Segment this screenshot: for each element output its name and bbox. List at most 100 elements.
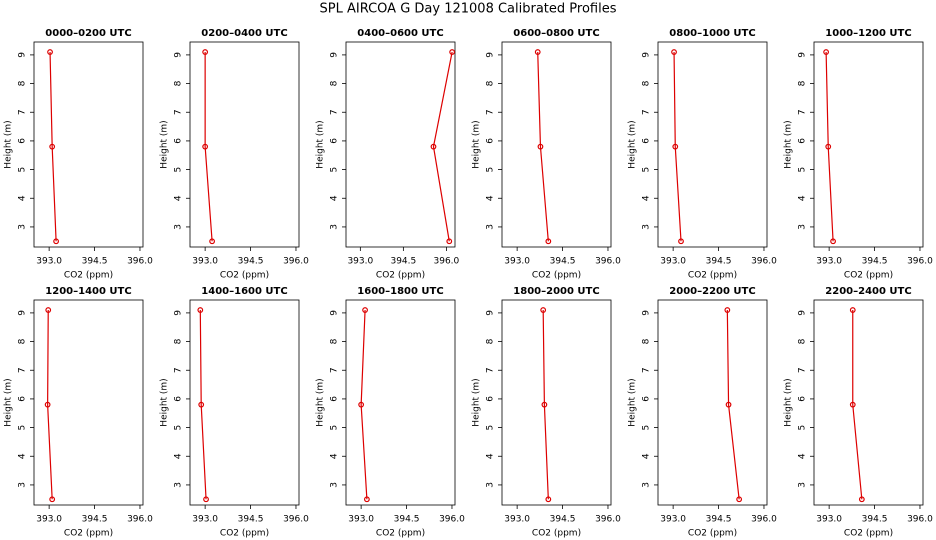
plot-frame (33, 41, 144, 248)
y-tick-label: 4 (330, 453, 340, 459)
y-tick-label: 7 (486, 367, 496, 373)
x-tick-label: 393.0 (348, 515, 374, 525)
x-tick-label: 396.0 (439, 515, 465, 525)
y-tick-label: 5 (642, 425, 652, 431)
y-tick-label: 5 (174, 167, 184, 173)
y-tick-label: 3 (330, 224, 340, 230)
panel-title: 0400–0600 UTC (357, 28, 443, 39)
y-tick-label: 8 (330, 338, 340, 344)
x-tick-label: 396.0 (434, 257, 460, 267)
y-tick-label: 9 (18, 52, 28, 58)
profile-line (360, 310, 368, 500)
y-tick-label: 6 (642, 396, 652, 402)
x-axis-label: CO2 (ppm) (688, 271, 737, 281)
y-tick-label: 8 (798, 338, 808, 344)
y-tick-label: 7 (330, 367, 340, 373)
y-tick-label: 9 (330, 310, 340, 316)
x-tick-label: 394.5 (706, 515, 732, 525)
y-tick-label: 9 (330, 52, 340, 58)
y-tick-label: 5 (486, 425, 496, 431)
y-tick-label: 3 (642, 482, 652, 488)
x-axis-label: CO2 (ppm) (64, 529, 113, 539)
y-tick-label: 4 (798, 453, 808, 459)
y-tick-label: 3 (798, 224, 808, 230)
y-tick-label: 5 (798, 425, 808, 431)
data-point (49, 143, 56, 150)
data-point (449, 49, 456, 55)
y-tick-label: 7 (18, 367, 28, 373)
profile-line (47, 310, 53, 500)
y-tick-label: 5 (174, 425, 184, 431)
data-point (53, 238, 60, 245)
x-tick-label: 396.0 (283, 515, 309, 525)
x-tick-label: 394.5 (862, 257, 888, 267)
y-tick-label: 8 (18, 80, 28, 86)
y-tick-label: 6 (18, 138, 28, 144)
y-axis-label: Height (m) (160, 378, 170, 426)
plot-frame (813, 41, 924, 248)
panel-title: 1000–1200 UTC (825, 28, 911, 39)
x-tick-label: 393.0 (660, 257, 686, 267)
plot-frame (501, 41, 612, 248)
x-axis-label: CO2 (ppm) (376, 529, 425, 539)
x-tick-label: 394.5 (550, 515, 576, 525)
plot-frame (189, 41, 300, 248)
data-point (363, 496, 370, 503)
plot-frame (813, 299, 924, 506)
y-axis-label: Height (m) (4, 120, 14, 168)
y-tick-label: 4 (330, 195, 340, 201)
y-tick-label: 8 (18, 338, 28, 344)
y-tick-label: 9 (798, 310, 808, 316)
y-tick-label: 5 (330, 167, 340, 173)
y-tick-label: 3 (486, 224, 496, 230)
data-point (45, 307, 52, 313)
panel-title: 1800–2000 UTC (513, 286, 599, 297)
plot-frame (657, 299, 768, 506)
y-tick-label: 3 (18, 224, 28, 230)
x-tick-label: 393.0 (816, 515, 842, 525)
y-tick-label: 5 (642, 167, 652, 173)
data-point (830, 238, 836, 245)
y-tick-label: 3 (642, 224, 652, 230)
x-tick-label: 396.0 (751, 257, 777, 267)
y-tick-label: 9 (642, 310, 652, 316)
plot-frame (657, 41, 768, 248)
y-tick-label: 8 (642, 338, 652, 344)
y-tick-label: 7 (18, 109, 28, 115)
x-axis-label: CO2 (ppm) (64, 271, 113, 281)
data-point (540, 307, 547, 313)
data-point (202, 143, 209, 150)
y-tick-label: 4 (174, 195, 184, 201)
y-tick-label: 6 (798, 396, 808, 402)
y-tick-label: 8 (486, 80, 496, 86)
y-tick-label: 8 (174, 338, 184, 344)
x-tick-label: 393.0 (192, 515, 218, 525)
y-tick-label: 6 (330, 396, 340, 402)
x-tick-label: 396.0 (127, 515, 153, 525)
y-tick-label: 8 (642, 80, 652, 86)
x-axis-label: CO2 (ppm) (844, 529, 893, 539)
x-tick-label: 396.0 (595, 515, 621, 525)
y-tick-label: 4 (18, 195, 28, 201)
x-tick-label: 394.5 (238, 257, 264, 267)
y-tick-label: 9 (798, 52, 808, 58)
x-tick-label: 394.5 (394, 515, 420, 525)
panel-title: 1600–1800 UTC (357, 286, 443, 297)
x-axis-label: CO2 (ppm) (688, 529, 737, 539)
data-point (849, 307, 856, 313)
y-tick-label: 6 (18, 396, 28, 402)
plot-frame (345, 299, 456, 506)
y-tick-label: 7 (330, 109, 340, 115)
y-tick-label: 9 (642, 52, 652, 58)
y-tick-label: 6 (330, 138, 340, 144)
profile-line (537, 52, 549, 242)
profile-line (726, 310, 740, 500)
y-tick-label: 8 (330, 80, 340, 86)
data-point (736, 496, 743, 503)
x-axis-label: CO2 (ppm) (376, 271, 425, 281)
plot-frame (33, 299, 144, 506)
y-tick-label: 6 (174, 138, 184, 144)
y-tick-label: 5 (18, 425, 28, 431)
profile-line (432, 51, 453, 242)
